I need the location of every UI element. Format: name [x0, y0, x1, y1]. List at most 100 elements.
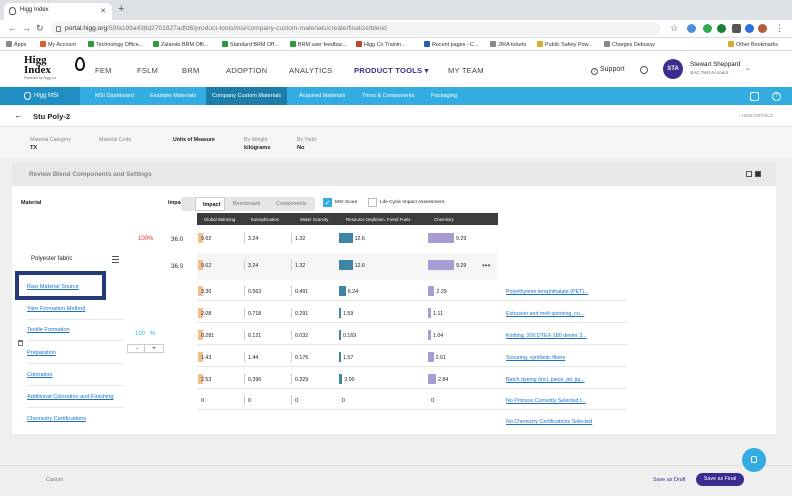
cancel-button[interactable]: Cancel	[46, 477, 63, 483]
bookmark-item[interactable]: JIRA tickets	[490, 41, 526, 48]
stage-link[interactable]: Preparation	[27, 350, 56, 356]
impact-value-eutrophication: 1.44	[248, 355, 259, 361]
trash-icon[interactable]	[18, 340, 23, 346]
chat-button[interactable]	[742, 448, 766, 472]
toggle-components[interactable]: Components	[276, 201, 307, 207]
bookmark-item[interactable]: Technology Office...	[88, 41, 143, 48]
stage-link[interactable]: Coloration	[27, 372, 53, 378]
cell-divider	[244, 374, 245, 384]
more-options-icon[interactable]: •••	[482, 261, 491, 270]
impact-value-global-warming: 0	[201, 398, 204, 404]
process-link[interactable]: Knitting, 200 DTEX-180 denier 3...	[506, 333, 587, 339]
nav-my-team[interactable]: MY TEAM	[448, 66, 484, 75]
material-details: Material Category TX Material Code Units…	[0, 127, 792, 158]
forward-arrow-icon[interactable]: →	[22, 23, 31, 33]
toggle-impact[interactable]: Impact	[195, 197, 225, 211]
process-link[interactable]: Batch dyeing (incl. piece, jet, jig...	[506, 377, 585, 383]
nav-brm[interactable]: BRM	[182, 66, 200, 75]
toggle-benchmark[interactable]: Benchmark	[233, 201, 261, 207]
bookmark-item[interactable]: My Account	[40, 41, 76, 48]
process-link[interactable]: No Chemistry Certifications Selected	[506, 419, 593, 425]
extension-icon[interactable]	[745, 24, 754, 33]
percent-input[interactable]: 100 %	[135, 331, 156, 337]
sliders-icon[interactable]	[112, 256, 119, 263]
save-draft-button[interactable]: Save as Draft	[653, 477, 686, 483]
increment-button[interactable]: +	[144, 344, 164, 353]
profile-avatar-icon[interactable]	[758, 24, 767, 33]
extension-icon[interactable]	[703, 24, 712, 33]
url-field[interactable]: portal.higg.org/59fa199a438d2701827adfd6…	[51, 22, 661, 36]
subnav-company-custom-materials[interactable]: Company Custom Materials	[206, 87, 288, 105]
browser-menu-icon[interactable]: ⋮	[775, 23, 784, 33]
divider	[27, 319, 124, 320]
cell-divider	[244, 395, 245, 405]
process-link[interactable]: Scouring, synthetic fibers	[506, 355, 566, 361]
subnav-acquired-materials[interactable]: Acquired Materials	[299, 93, 346, 99]
stage-link[interactable]: Textile Formation	[27, 327, 70, 333]
hide-details-link[interactable]: ◦ HIDE DETAILS	[739, 113, 773, 118]
nav-analytics[interactable]: ANALYTICS	[289, 66, 333, 75]
bookmark-item[interactable]: BRM user feedbac...	[290, 41, 347, 48]
subnav-msi-dashboard[interactable]: MSI Dashboard	[95, 93, 134, 99]
cell-divider	[291, 233, 292, 243]
impact-bar-fossil-fuels	[339, 308, 341, 318]
higg-index-logo[interactable]: Higg Index Powered by Higg Co	[24, 55, 85, 83]
nav-product-tools[interactable]: PRODUCT TOOLS ▾	[354, 66, 429, 75]
user-name[interactable]: Stewart Sheppard	[690, 61, 741, 68]
nav-fem[interactable]: FEM	[95, 66, 112, 75]
bookmark-item[interactable]: Apps	[6, 41, 26, 48]
lcia-checkbox[interactable]	[368, 198, 377, 207]
avatar[interactable]: STA	[663, 59, 683, 79]
impact-bar-fossil-fuels	[339, 352, 341, 362]
cell-divider	[244, 308, 245, 318]
help-icon[interactable]: ?	[772, 92, 781, 101]
subnav-example-materials[interactable]: Example Materials	[150, 93, 197, 99]
stage-link[interactable]: Additional Coloration and Finishing	[27, 394, 114, 400]
stage-link[interactable]: Chemistry Certifications	[27, 416, 87, 422]
extension-icon[interactable]	[732, 24, 741, 33]
extension-icon[interactable]	[687, 24, 696, 33]
bookmark-item[interactable]: Higg Co Trainin...	[356, 41, 406, 48]
browser-tab[interactable]: Higg Index ✕	[4, 3, 112, 20]
star-icon[interactable]: ☆	[670, 23, 679, 33]
stage-link[interactable]: Yarn Formation Method	[27, 306, 86, 312]
impact-value-global-warming: 3.30	[201, 289, 212, 295]
process-link[interactable]: Extrusion and melt-spinning, co...	[506, 311, 585, 317]
process-link[interactable]: No Process Currently Selected f...	[506, 398, 586, 404]
grid-view-icon[interactable]	[755, 171, 761, 177]
extension-icon[interactable]	[717, 24, 726, 33]
stage-link[interactable]: Raw Material Source	[27, 284, 79, 290]
divider	[27, 385, 124, 386]
list-view-icon[interactable]	[746, 171, 752, 177]
subnav-packaging[interactable]: Packaging	[431, 93, 458, 99]
bookmark-item[interactable]: Standard BRM Off...	[222, 41, 278, 48]
bookmark-item[interactable]: Zalando BRM Offi...	[153, 41, 208, 48]
subnav-trims-components[interactable]: Trims & Components	[362, 93, 415, 99]
impact-value-water-scarcity: 0.491	[295, 289, 309, 295]
bookmark-item[interactable]: Recent pages - C...	[424, 41, 478, 48]
chevron-down-icon[interactable]: ⌄	[745, 66, 751, 72]
nav-adoption[interactable]: ADOPTION	[226, 66, 268, 75]
cell-divider	[291, 286, 292, 296]
bookmark-item[interactable]: Charges Debussy	[604, 41, 655, 48]
impact-bar-global-warming	[198, 233, 203, 243]
process-link[interactable]: Polyethylene terephthalate (PET)...	[506, 289, 589, 295]
globe-icon[interactable]	[640, 66, 648, 74]
close-tab-icon[interactable]: ✕	[100, 8, 106, 15]
new-tab-icon[interactable]: +	[118, 3, 125, 15]
back-arrow-icon[interactable]: ←	[14, 110, 23, 120]
higg-drop-icon	[24, 92, 31, 100]
higg-msi-brand[interactable]: Higg MSI	[0, 87, 80, 105]
raw-material-source-selected[interactable]: Raw Material Source	[15, 271, 106, 300]
support-link[interactable]: ? Support	[591, 66, 625, 75]
back-arrow-icon[interactable]: ←	[8, 23, 17, 33]
row-divider	[197, 366, 627, 367]
bookmark-item[interactable]: Public Safety Pow...	[537, 41, 593, 48]
export-icon[interactable]	[750, 92, 759, 101]
save-final-button[interactable]: Save as Final	[696, 473, 744, 486]
cell-divider	[291, 330, 292, 340]
reload-icon[interactable]: ↻	[36, 23, 44, 33]
msi-score-checkbox[interactable]: ✓	[323, 198, 332, 207]
bookmark-item[interactable]: Other Bookmarks	[728, 41, 778, 48]
nav-fslm[interactable]: FSLM	[137, 66, 159, 75]
